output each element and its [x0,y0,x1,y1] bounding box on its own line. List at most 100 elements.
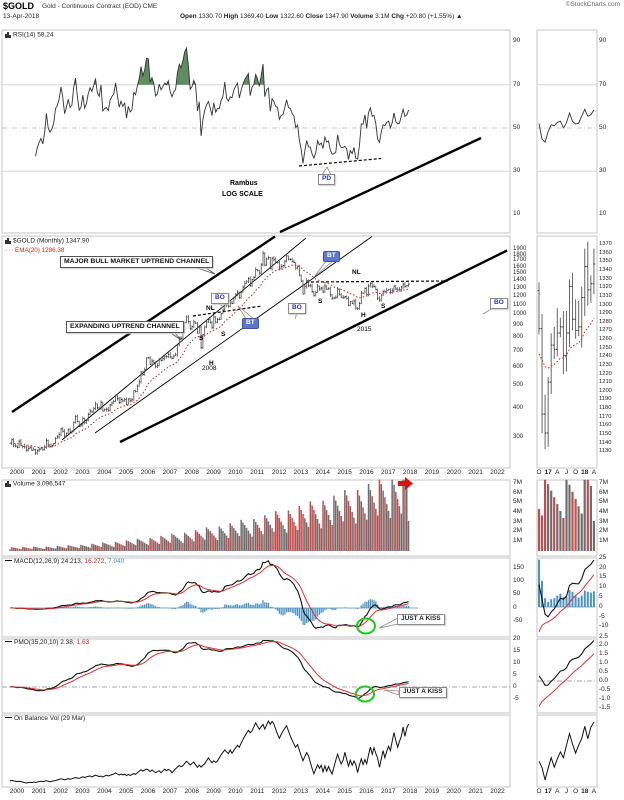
axis-tick-label: 90 [513,37,521,45]
open-value: 1330.70 [198,13,222,20]
mini-x-axis-month-label: O [536,788,542,795]
x-axis-year-label: 2020 [446,788,462,795]
axis-tick-label: 1130 [599,448,612,455]
axis-tick-label: 25 [599,553,607,561]
axis-tick-label: 6M [599,488,609,496]
shoulder-label: S [221,331,226,338]
axis-tick-label: 1370 [599,241,612,248]
mini-x-axis-month-label: 18 [581,788,589,795]
axis-tick-label: 600 [513,363,524,370]
x-axis-year-label: 2009 [206,788,221,795]
open-label: Open [180,13,197,20]
axis-tick-label: 1700 [513,257,527,264]
x-axis-year-label: 2000 [9,468,25,476]
x-axis-year-label: 2018 [402,788,418,795]
axis-tick-label: 1.5 [599,649,609,657]
x-axis-year-label: 2017 [381,788,396,795]
expanding-channel-callout: EXPANDING UPTREND CHANNEL [66,321,184,333]
axis-tick-label: 150 [513,563,524,571]
axis-tick-label: 0.0 [599,676,609,684]
axis-tick-label: 10 [599,583,607,591]
x-axis-year-label: 2014 [315,788,330,795]
volume-value: 3.1M [375,13,390,20]
axis-tick-label: 15 [513,646,521,654]
bo-callout-3: BO [490,298,508,309]
axis-tick-label: 70 [513,80,521,88]
axis-tick-label: 300 [513,434,524,441]
axis-tick-label: 2.5 [599,633,609,640]
volume-panel-label: Volume 3,096,547 [13,480,66,488]
axis-tick-label: 30 [599,167,607,174]
x-axis-year-label: 2016 [359,788,374,795]
x-axis-year-label: 2008 [184,468,199,476]
year-2015-label: 2015 [357,326,372,333]
axis-tick-label: -5 [599,612,605,620]
ema-swatch-icon: ··· [5,247,15,254]
rsi-legend: RSI(14) 58.24 [5,32,53,39]
bt-badge-1: BT [242,318,259,329]
volume-legend: Volume 3,096,547 [5,481,65,488]
mini-x-axis-month-label: A [555,468,560,476]
axis-tick-label: 1M [599,537,609,545]
price-legend: $GOLD (Monthly) 1347.90 [5,238,89,245]
high-value: 1369.40 [240,13,264,20]
axis-tick-label: 1180 [599,405,612,412]
pmo-value-2: 1.63 [76,639,90,646]
axis-tick-label: 2.0 [599,640,609,648]
axis-tick-label: 3M [599,517,609,525]
x-axis-year-label: 2001 [31,468,47,476]
x-axis-year-label: 2009 [206,468,221,476]
axis-tick-label: 20 [599,563,607,571]
axis-tick-label: 4M [513,508,523,515]
axis-tick-label: 1330 [599,275,612,282]
price-label: $GOLD (Monthly) 1347.90 [13,237,90,245]
axis-tick-label: 900 [513,322,524,329]
axis-tick-label: 50 [513,123,521,131]
axis-tick-label: 400 [513,404,524,411]
x-axis-year-label: 2000 [9,788,25,795]
x-axis-year-label: 2005 [118,468,134,476]
x-axis-year-label: 2002 [53,468,68,476]
axis-tick-label: 0 [513,603,517,611]
x-axis-year-label: 2012 [271,468,287,476]
axis-tick-label: 90 [599,37,607,45]
credit: ©StockCharts.com [565,1,620,8]
shoulder-label: S [199,335,204,342]
axis-tick-label: 3M [513,517,523,525]
axis-tick-label: 1900 [513,246,527,252]
major-channel-callout: MAJOR BULL MARKET UPTREND CHANNEL [60,256,214,268]
axis-tick-label: 1150 [599,430,612,437]
axis-tick-label: 1100 [513,301,526,308]
axis-tick-label: 1310 [599,292,612,299]
axis-tick-label: 1190 [599,396,612,403]
head-label: H [209,360,214,367]
x-axis-year-label: 2002 [53,788,68,795]
axis-tick-label: 1200 [599,387,612,394]
ema-legend: ···EMA(20) 1286.38 [5,247,64,254]
axis-tick-label: 4M [599,508,609,515]
indicator-icon [5,32,11,38]
chart-title: Gold - Continuous Contract (EOD) CME [42,3,158,10]
quote-bar: Open 1330.70 High 1369.40 Low 1322.60 Cl… [180,13,462,21]
mini-x-axis-month-label: O [536,468,542,476]
macd-value-1: 24.213 [60,558,81,565]
bt-badge-2: BT [323,251,340,262]
x-axis-year-label: 2001 [31,788,47,795]
mini-x-axis-month-label: A [555,788,560,795]
rambus-watermark: Rambus [230,180,258,187]
axis-tick-label: 1290 [599,310,612,317]
axis-tick-label: 1300 [513,284,527,291]
x-axis-year-label: 2015 [337,788,352,795]
axis-tick-label: 50 [513,590,521,598]
x-axis-year-label: 2008 [184,788,199,795]
x-axis-year-label: 2007 [162,788,178,795]
axis-tick-label: -1.0 [599,694,611,702]
axis-tick-label: 1350 [599,258,612,265]
x-axis-year-label: 2003 [75,788,90,795]
axis-tick-label: 0 [513,682,517,690]
symbol: $GOLD [3,1,35,11]
x-axis-year-label: 2019 [424,468,440,476]
shoulder-label: S [318,298,323,305]
axis-tick-label: 15 [599,573,607,581]
